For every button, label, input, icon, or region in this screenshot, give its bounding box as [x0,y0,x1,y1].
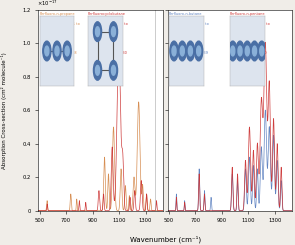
Text: $\mathregular{\times10^{-17}}$: $\mathregular{\times10^{-17}}$ [37,0,58,8]
Text: Wavenumber (cm⁻¹): Wavenumber (cm⁻¹) [130,235,201,243]
Text: Perfluoro-n-butane
Cross-section
measured from 296 to
350 K
Results for 297.9 K
: Perfluoro-n-butane Cross-section measure… [169,12,209,55]
Text: Perfluoro-n-pentane
Cross-section
measured from 301 to
350 K
Results for 321.3 K: Perfluoro-n-pentane Cross-section measur… [230,12,270,55]
Text: Perfluoro-n-propane
Cross-section
measured from 301 to
350 K
Results for 301.3 K: Perfluoro-n-propane Cross-section measur… [40,12,79,55]
Text: Perfluorocyclobutane
Cross-section
measured from 269 to
350 K
Results for 298.1 : Perfluorocyclobutane Cross-section measu… [88,12,128,55]
Text: Absorption Cross-section (cm² molecule⁻¹): Absorption Cross-section (cm² molecule⁻¹… [1,52,7,169]
